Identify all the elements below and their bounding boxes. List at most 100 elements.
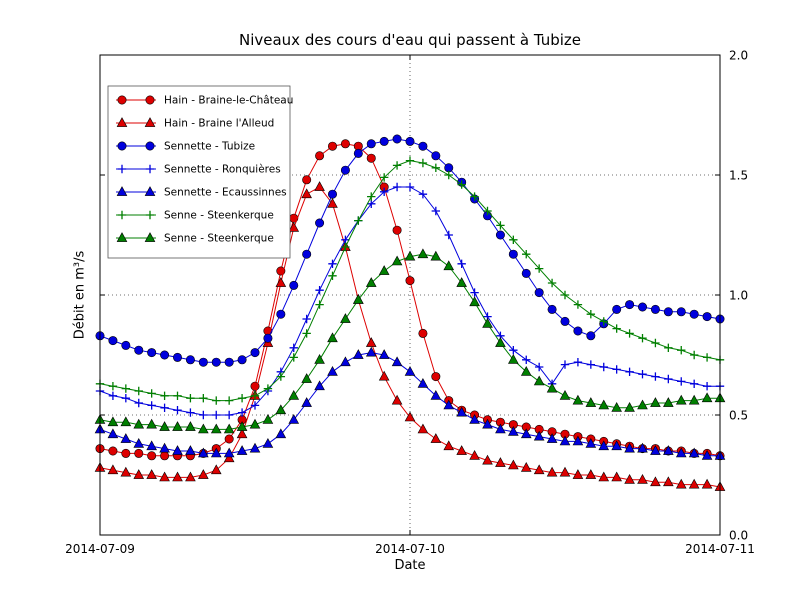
marker-circle-icon: [650, 304, 660, 314]
marker-triangle-icon: [520, 365, 532, 376]
marker-triangle-icon: [146, 469, 157, 479]
chart-title: Niveaux des cours d'eau qui passent à Tu…: [238, 31, 582, 49]
marker-plus-icon: [586, 360, 596, 369]
marker-plus-icon: [289, 343, 298, 352]
marker-circle-icon: [340, 165, 350, 175]
marker-plus-icon: [625, 367, 634, 376]
marker-plus-icon: [212, 396, 221, 405]
marker-triangle-icon: [391, 255, 403, 266]
marker-circle-icon: [431, 151, 441, 161]
marker-plus-icon: [534, 362, 544, 372]
marker-triangle-icon: [327, 197, 338, 208]
marker-circle-icon: [185, 355, 195, 365]
marker-triangle-icon: [275, 404, 287, 415]
marker-plus-icon: [702, 382, 712, 391]
marker-triangle-icon: [378, 265, 390, 275]
marker-triangle-icon: [378, 370, 390, 381]
marker-triangle-icon: [598, 471, 610, 482]
marker-plus-icon: [263, 384, 273, 393]
marker-plus-icon: [560, 360, 570, 369]
marker-plus-icon: [612, 324, 621, 333]
marker-circle-icon: [108, 336, 118, 346]
marker-plus-icon: [237, 394, 247, 403]
legend-item: [116, 117, 156, 127]
marker-circle-icon: [689, 309, 699, 319]
marker-triangle-icon: [146, 440, 157, 451]
marker-triangle-icon: [546, 433, 558, 443]
marker-triangle-icon: [701, 392, 713, 403]
marker-triangle-icon: [120, 433, 132, 443]
marker-circle-icon: [145, 141, 155, 151]
marker-plus-icon: [134, 386, 143, 396]
marker-circle-icon: [145, 95, 155, 105]
marker-circle-icon: [547, 304, 557, 314]
legend-item: [116, 141, 156, 151]
marker-triangle-icon: [456, 445, 467, 455]
legend-item: [116, 186, 156, 196]
marker-triangle-icon: [546, 382, 558, 393]
marker-circle-icon: [534, 288, 544, 298]
marker-circle-icon: [353, 148, 363, 158]
marker-triangle-icon: [417, 423, 429, 434]
marker-triangle-icon: [107, 416, 119, 427]
marker-triangle-icon: [159, 421, 170, 431]
marker-plus-icon: [483, 206, 492, 216]
marker-triangle-icon: [365, 277, 377, 287]
marker-circle-icon: [160, 451, 170, 461]
marker-triangle-icon: [185, 445, 196, 455]
marker-triangle-icon: [144, 117, 156, 127]
marker-triangle-icon: [520, 428, 532, 439]
marker-triangle-icon: [688, 478, 700, 489]
marker-circle-icon: [586, 331, 596, 341]
marker-circle-icon: [263, 333, 273, 343]
marker-plus-icon: [418, 158, 428, 168]
marker-plus-icon: [392, 161, 402, 170]
marker-plus-icon: [367, 199, 376, 208]
marker-circle-icon: [289, 280, 299, 290]
marker-triangle-icon: [236, 445, 248, 455]
marker-plus-icon: [405, 182, 415, 192]
marker-circle-icon: [315, 151, 325, 161]
marker-triangle-icon: [172, 445, 183, 455]
marker-circle-icon: [117, 95, 127, 105]
marker-triangle-icon: [198, 469, 209, 479]
marker-triangle-icon: [469, 413, 480, 424]
legend-label: Senne - Steenkerque: [164, 210, 274, 222]
marker-circle-icon: [676, 307, 686, 317]
marker-triangle-icon: [417, 248, 429, 259]
marker-circle-icon: [560, 316, 570, 326]
marker-plus-icon: [457, 180, 466, 189]
marker-triangle-icon: [663, 476, 674, 487]
marker-triangle-icon: [430, 389, 442, 400]
legend-label: Sennette - Ronquières: [164, 164, 281, 176]
marker-triangle-icon: [585, 469, 597, 479]
marker-triangle-icon: [456, 406, 467, 417]
marker-triangle-icon: [701, 478, 713, 489]
marker-circle-icon: [340, 139, 350, 149]
marker-circle-icon: [160, 350, 170, 360]
marker-triangle-icon: [133, 418, 145, 429]
marker-triangle-icon: [365, 337, 377, 347]
legend-item: [116, 95, 156, 105]
marker-triangle-icon: [120, 466, 132, 477]
marker-plus-icon: [302, 314, 311, 324]
marker-circle-icon: [637, 302, 647, 312]
marker-triangle-icon: [340, 356, 351, 367]
marker-triangle-icon: [611, 401, 622, 412]
marker-triangle-icon: [598, 399, 610, 410]
marker-plus-icon: [677, 346, 686, 355]
marker-triangle-icon: [533, 464, 545, 475]
marker-plus-icon: [418, 190, 428, 199]
marker-triangle-icon: [327, 332, 338, 343]
marker-triangle-icon: [508, 459, 519, 470]
marker-plus-icon: [625, 329, 634, 338]
legend-label: Sennette - Tubize: [164, 141, 255, 153]
y-tick-label: 0.5: [729, 409, 748, 423]
x-tick-label: 2014-07-09: [65, 542, 135, 556]
marker-circle-icon: [134, 448, 144, 458]
marker-triangle-icon: [404, 411, 416, 422]
marker-triangle-icon: [482, 454, 493, 465]
marker-plus-icon: [586, 310, 596, 319]
marker-plus-icon: [212, 410, 221, 420]
